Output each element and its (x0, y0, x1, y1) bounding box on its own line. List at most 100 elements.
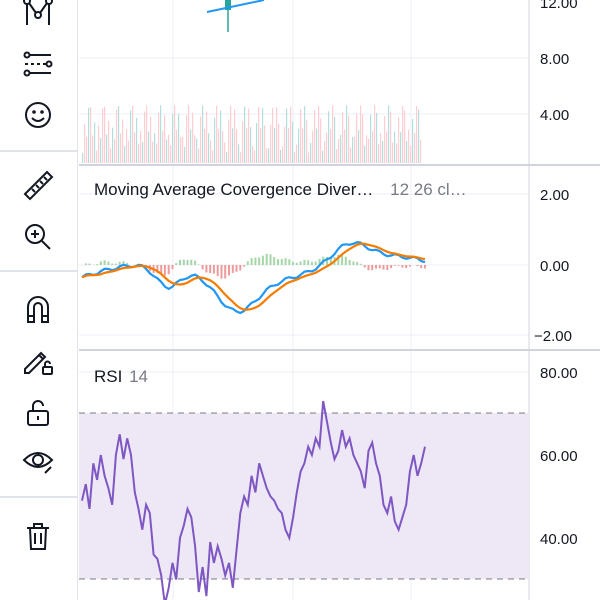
macd-hist-bar (329, 257, 332, 265)
macd-hist-bar (205, 265, 208, 273)
macd-scale[interactable]: 2.00 0.00 −2.00 (534, 187, 572, 345)
macd-hist-bar (122, 261, 125, 265)
volume-bar (342, 112, 344, 163)
volume-bar (152, 141, 154, 163)
macd-hist-bar (367, 265, 370, 271)
macd-hist-bar (239, 265, 242, 271)
volume-bar (336, 149, 338, 163)
volume-bar (154, 133, 156, 163)
eye-icon[interactable] (14, 438, 62, 482)
volume-bar (278, 123, 280, 163)
volume-bar (190, 129, 192, 163)
toolbar-divider (0, 270, 78, 272)
volume-bar (156, 143, 158, 163)
macd-hist-bar (254, 257, 257, 265)
volume-bar (304, 106, 306, 163)
volume-bar (272, 107, 274, 163)
volume-bar (102, 108, 104, 163)
drawing-toolbar (0, 0, 78, 600)
rsi-band (79, 413, 529, 579)
pattern-icon[interactable] (14, 0, 62, 34)
volume-bar (110, 148, 112, 163)
macd-hist-bar (318, 258, 321, 265)
volume-bar (360, 105, 362, 163)
volume-bar (320, 118, 322, 163)
macd-hist-bar (363, 265, 366, 268)
macd-hist-bar (235, 265, 238, 272)
fib-tool-icon[interactable] (14, 42, 62, 86)
volume-bar (382, 141, 384, 163)
macd-hist-bar (299, 261, 302, 265)
volume-bar (206, 111, 208, 163)
toolbar-divider (0, 496, 78, 498)
volume-bar (176, 130, 178, 163)
volume-bar (180, 137, 182, 163)
unlock-icon[interactable] (14, 390, 62, 434)
volume-bar (276, 107, 278, 163)
volume-bar (118, 106, 120, 163)
volume-bar (334, 117, 336, 163)
volume-bar (100, 138, 102, 163)
volume-bar (248, 108, 250, 163)
volume-bar (88, 107, 90, 163)
volume-bar (356, 113, 358, 163)
macd-hist-bar (111, 263, 114, 265)
magnet-icon[interactable] (14, 287, 62, 331)
macd-hist-bar (197, 264, 200, 265)
volume-bar (400, 132, 402, 163)
volume-bar (92, 135, 94, 163)
volume-bar (194, 135, 196, 163)
volume-bar (236, 129, 238, 163)
volume-bar (178, 113, 180, 163)
volume-bar (208, 133, 210, 163)
volume-bar (286, 108, 288, 163)
rsi-legend[interactable]: RSI 14 (94, 367, 148, 387)
macd-title: Moving Average Covergence Diver… (94, 180, 374, 199)
volume-bar (200, 116, 202, 163)
macd-hist-bar (190, 259, 193, 265)
volume-bar (242, 121, 244, 163)
volume-bar (162, 130, 164, 163)
rsi-scale[interactable]: 80.00 60.00 40.00 (540, 365, 578, 548)
volume-bar (372, 130, 374, 163)
smiley-icon[interactable] (14, 93, 62, 137)
macd-hist-bar (393, 265, 396, 266)
macd-params: 12 26 cl… (390, 180, 467, 199)
macd-hist-bar (295, 262, 298, 265)
trash-icon[interactable] (14, 514, 62, 558)
macd-hist-bar (160, 265, 163, 275)
macd-tick: 2.00 (540, 187, 569, 204)
macd-hist-bar (96, 264, 99, 265)
volume-bar (130, 110, 132, 163)
volume-bar (260, 128, 262, 163)
macd-hist-bar (359, 263, 362, 265)
macd-hist-bar (167, 265, 170, 275)
macd-hist-bar (284, 258, 287, 265)
macd-hist-bar (397, 265, 400, 266)
macd-hist-bar (114, 263, 117, 265)
volume-bar (84, 124, 86, 163)
pencil-lock-icon[interactable] (14, 338, 62, 382)
macd-hist-bar (224, 265, 227, 279)
price-scale[interactable]: 12.00 8.00 4.00 (540, 0, 578, 124)
macd-hist-bar (314, 261, 317, 265)
volume-bar (298, 128, 300, 163)
volume-bar (326, 132, 328, 163)
macd-legend[interactable]: Moving Average Covergence Diver… 12 26 c… (94, 180, 467, 200)
macd-hist-bar (228, 265, 230, 276)
chart-canvas[interactable]: 12.00 8.00 4.00 2.00 0.00 −2.00 80.00 60… (79, 0, 600, 600)
macd-hist-bar (405, 265, 408, 269)
macd-line (81, 240, 426, 315)
rsi-tick: 80.00 (540, 365, 578, 382)
zoom-in-icon[interactable] (14, 215, 62, 259)
chart-area[interactable]: 12.00 8.00 4.00 2.00 0.00 −2.00 80.00 60… (79, 0, 600, 600)
macd-hist-bar (163, 265, 166, 276)
macd-hist-bar (371, 265, 374, 271)
ruler-icon[interactable] (14, 163, 62, 207)
volume-bar (204, 129, 206, 163)
volume-bar (124, 146, 126, 163)
volume-bar (140, 131, 142, 163)
macd-hist-bar (201, 265, 204, 270)
macd-hist-bar (378, 265, 381, 269)
volume-bar (188, 105, 190, 163)
